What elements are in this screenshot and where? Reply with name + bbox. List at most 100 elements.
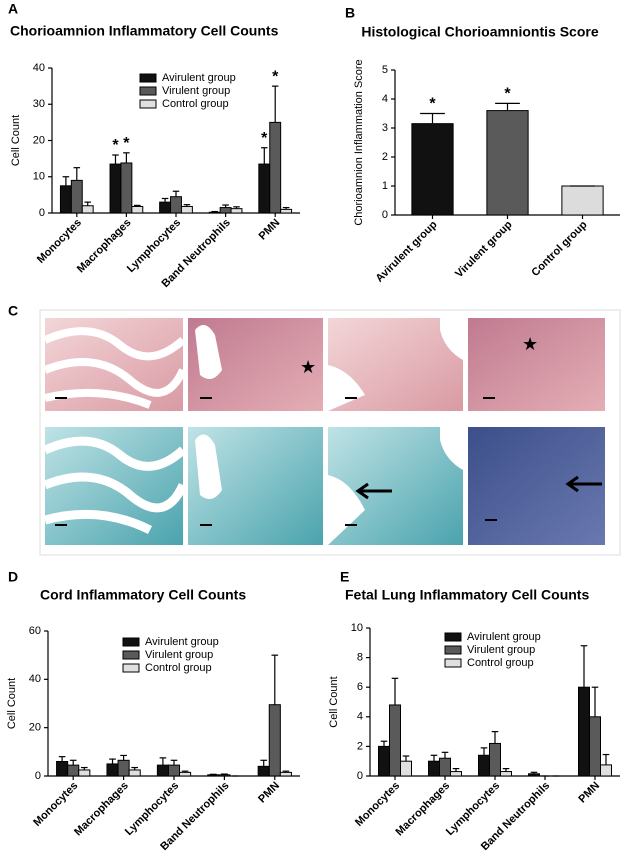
y-tick-label: 2 (382, 151, 388, 163)
bar (70, 179, 83, 214)
y-axis-label: Chorioamnion Inflammation Score (353, 59, 365, 225)
y-tick-label: 10 (33, 171, 45, 183)
error-bar (402, 755, 410, 762)
error-bar (260, 759, 268, 767)
bar (208, 211, 221, 214)
error-bar (161, 197, 169, 203)
legend-swatch (122, 650, 140, 660)
bar (389, 704, 401, 777)
error-bar (441, 751, 449, 759)
error-bar (211, 210, 218, 213)
bar (478, 754, 490, 777)
bar (59, 185, 72, 214)
panel-letter: C (8, 303, 18, 319)
significance-mark: * (261, 130, 268, 147)
significance-mark: * (272, 68, 279, 85)
legend-swatch (444, 658, 462, 668)
error-bar (282, 206, 290, 210)
star-marker: ★ (300, 357, 316, 377)
error-bar (580, 645, 588, 688)
histology-images: ★ ★ (39, 309, 621, 556)
y-tick-label: 5 (382, 64, 388, 76)
error-bar (452, 767, 460, 772)
bar (561, 185, 604, 216)
bar (67, 764, 80, 777)
bar (578, 686, 590, 777)
significance-mark: * (429, 96, 436, 113)
bar (56, 761, 69, 777)
x-tick-label: Avirulent group (374, 218, 440, 284)
bar (170, 196, 182, 214)
bar (167, 764, 181, 777)
bar (528, 773, 540, 777)
bar (600, 764, 612, 777)
bar (219, 207, 232, 214)
y-axis-label: Cell Count (328, 676, 340, 727)
legend-label: Avirulent group (145, 636, 219, 648)
y-tick-label: 40 (33, 62, 45, 74)
error-bar (84, 201, 91, 206)
bar (378, 745, 390, 777)
legend-swatch (139, 99, 157, 109)
bar (280, 208, 293, 214)
y-axis-label: Cell Count (6, 678, 18, 729)
legend-label: Virulent group (162, 85, 230, 97)
error-bar (80, 766, 88, 770)
significance-mark: * (123, 135, 130, 152)
bar (117, 759, 130, 777)
error-bar (602, 753, 610, 765)
error-bar (183, 204, 191, 207)
legend-label: Control group (145, 662, 212, 674)
y-tick-label: 3 (382, 122, 388, 134)
legend-swatch (122, 663, 140, 673)
y-tick-label: 40 (29, 673, 41, 685)
x-tick-label: PMN (256, 780, 282, 806)
y-tick-label: 4 (357, 711, 363, 723)
y-tick-label: 6 (357, 681, 363, 693)
bar (400, 760, 412, 777)
error-bar (112, 154, 119, 165)
y-tick-label: 0 (382, 209, 388, 221)
legend-swatch (444, 645, 462, 655)
legend-label: Avirulent group (467, 631, 541, 643)
x-tick-label: Monocytes (31, 780, 80, 829)
bar (268, 704, 281, 777)
error-bar (62, 176, 70, 186)
y-tick-label: 20 (33, 134, 45, 146)
error-bar (134, 204, 141, 207)
bar (218, 774, 231, 777)
chart-title: Cord Inflammatory Cell Counts (40, 587, 246, 603)
error-bar (170, 759, 178, 766)
x-tick-label: Virulent group (453, 218, 515, 280)
error-bar (491, 730, 499, 744)
arrow (355, 482, 392, 500)
legend-swatch (139, 73, 157, 83)
error-bar (123, 152, 130, 163)
y-tick-label: 0 (39, 207, 45, 219)
panel-letter: E (340, 569, 349, 585)
x-tick-label: PMN (576, 780, 602, 806)
bar (159, 201, 172, 214)
bar (109, 163, 122, 214)
y-tick-label: 60 (29, 625, 41, 637)
bar (81, 205, 94, 214)
image (468, 427, 605, 545)
panel-letter: B (345, 5, 355, 21)
image (468, 318, 605, 411)
star-marker: ★ (522, 334, 538, 354)
x-tick-label: PMN (257, 217, 283, 243)
bar (207, 774, 220, 777)
y-tick-label: 8 (357, 652, 363, 664)
bar (230, 208, 243, 214)
y-tick-label: 30 (33, 98, 45, 110)
chart-title: Chorioamnion Inflammatory Cell Counts (10, 23, 279, 39)
bar (279, 771, 292, 777)
error-bar (591, 686, 599, 717)
y-tick-label: 10 (351, 622, 363, 634)
error-bar (58, 756, 66, 762)
legend-label: Virulent group (145, 649, 213, 661)
bar (439, 757, 451, 777)
bar (450, 771, 462, 777)
legend-label: Control group (467, 657, 534, 669)
